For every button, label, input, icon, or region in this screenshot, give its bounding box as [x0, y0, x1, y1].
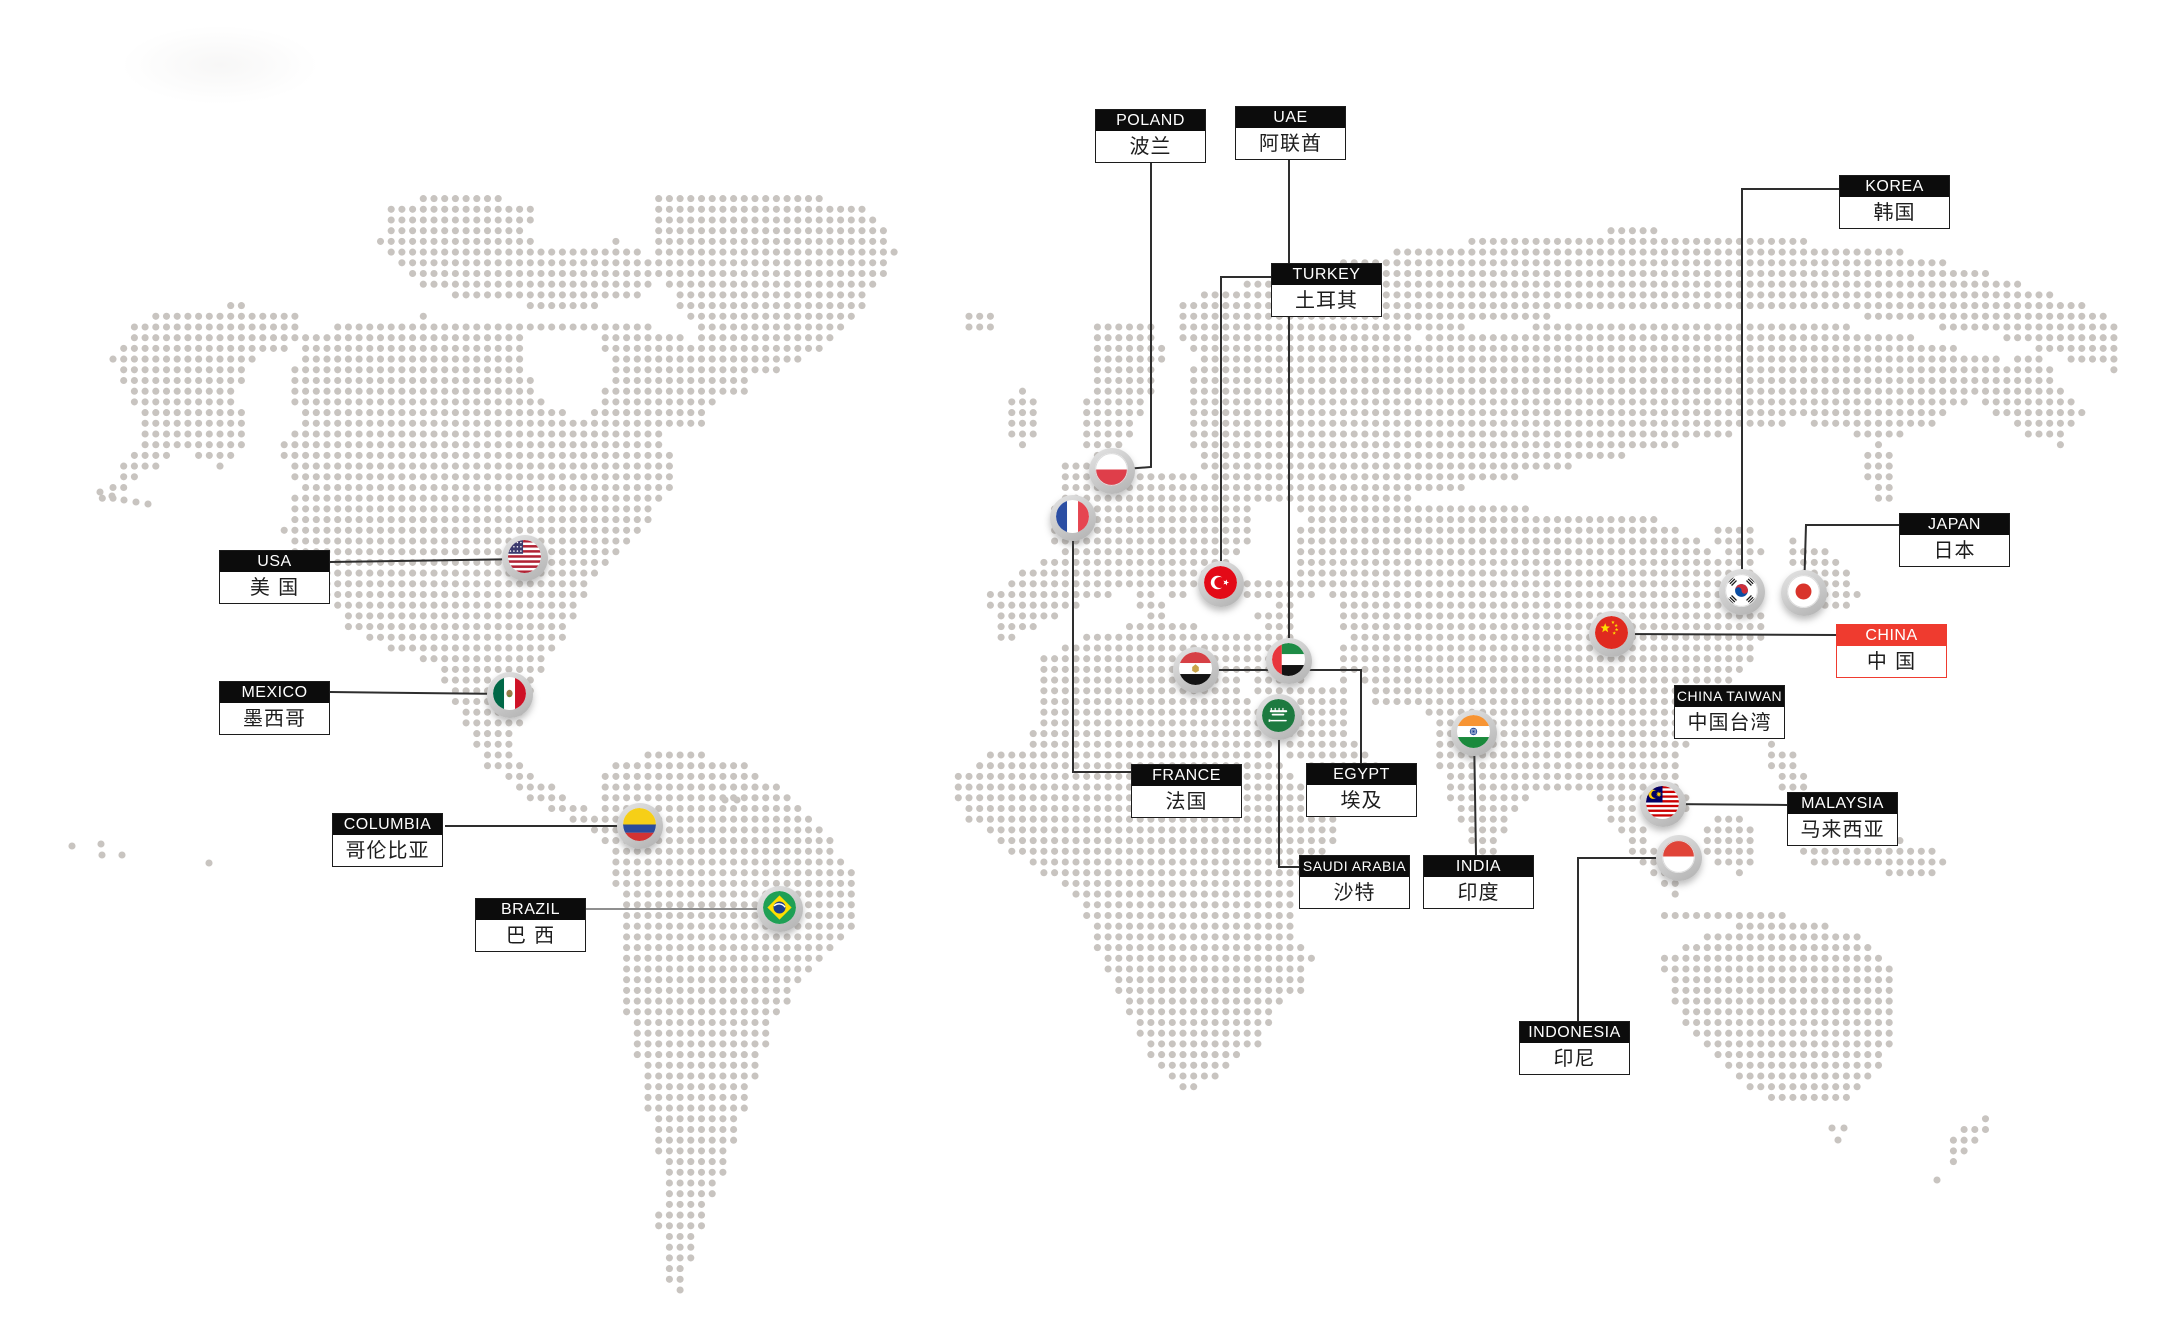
leader-line-korea: [1741, 188, 1839, 592]
flag-marker-india: [1451, 710, 1497, 756]
flag-marker-korea: [1719, 569, 1765, 615]
country-label-columbia: COLUMBIA 哥伦比亚: [332, 813, 443, 867]
leader-line-france: [1072, 518, 1131, 773]
country-name-en: JAPAN: [1900, 514, 2009, 535]
country-name-en: MEXICO: [220, 682, 329, 703]
country-name-en: MALAYSIA: [1788, 793, 1897, 814]
country-label-france: FRANCE 法国: [1131, 764, 1242, 818]
country-label-uae: UAE 阿联酋: [1235, 106, 1346, 160]
country-name-cn: 美 国: [249, 575, 300, 599]
flag-marker-japan: [1781, 570, 1827, 616]
country-name-en: TURKEY: [1272, 264, 1381, 285]
country-name-en: POLAND: [1096, 110, 1205, 131]
country-name-en: SAUDI ARABIA: [1300, 856, 1409, 877]
country-name-cn: 埃及: [1340, 788, 1383, 812]
country-label-indonesia: INDONESIA 印尼: [1519, 1021, 1630, 1075]
country-label-usa: USA 美 国: [219, 550, 330, 604]
japan-flag-icon: [1787, 575, 1820, 608]
country-label-mexico: MEXICO 墨西哥: [219, 681, 330, 735]
egypt-flag-icon: [1179, 652, 1212, 685]
country-label-saudi_arabia: SAUDI ARABIA 沙特: [1299, 855, 1410, 909]
colombia-flag-icon: [623, 808, 656, 841]
mexico-flag-icon: [493, 677, 526, 710]
leader-line-egypt: [1196, 669, 1362, 764]
usa-flag-icon: [508, 540, 541, 573]
country-name-cn: 墨西哥: [243, 706, 306, 730]
country-name-cn: 巴 西: [505, 923, 556, 947]
flag-marker-indonesia: [1656, 835, 1702, 881]
leader-line-usa: [329, 558, 526, 563]
leader-line-indonesia: [1577, 857, 1679, 1021]
country-name-en: CHINA TAIWAN: [1675, 686, 1784, 707]
country-name-cn: 土耳其: [1295, 288, 1358, 312]
uae-flag-icon: [1272, 643, 1305, 676]
country-name-cn: 韩国: [1873, 200, 1916, 224]
country-label-india: INDIA 印度: [1423, 855, 1534, 909]
country-name-cn: 波兰: [1129, 134, 1172, 158]
country-label-egypt: EGYPT 埃及: [1306, 763, 1417, 817]
map-dots: [68, 195, 2118, 1294]
country-label-malaysia: MALAYSIA 马来西亚: [1787, 792, 1898, 846]
france-flag-icon: [1056, 500, 1089, 533]
country-name-cn: 法国: [1165, 789, 1208, 813]
country-label-poland: POLAND 波兰: [1095, 109, 1206, 163]
china-flag-icon: [1595, 616, 1628, 649]
country-name-en: EGYPT: [1307, 764, 1416, 785]
country-name-cn: 印尼: [1553, 1046, 1596, 1070]
flag-marker-china: [1589, 611, 1635, 657]
country-name-en: CHINA: [1837, 625, 1946, 646]
country-label-korea: KOREA 韩国: [1839, 175, 1950, 229]
country-name-cn: 阿联酋: [1259, 131, 1322, 155]
leader-lines: [329, 160, 1899, 1021]
country-name-cn: 哥伦比亚: [345, 838, 430, 862]
flag-marker-uae: [1266, 638, 1312, 684]
leader-line-china: [1611, 633, 1837, 636]
country-label-brazil: BRAZIL 巴 西: [475, 898, 586, 952]
turkey-flag-icon: [1204, 566, 1237, 599]
flag-marker-usa: [502, 535, 548, 581]
korea-flag-icon: [1725, 574, 1758, 607]
brazil-flag-icon: [763, 891, 796, 924]
leader-line-turkey: [1220, 276, 1271, 584]
country-label-china_taiwan: CHINA TAIWAN 中国台湾: [1674, 685, 1785, 739]
country-name-en: INDONESIA: [1520, 1022, 1629, 1043]
malaysia-flag-icon: [1646, 786, 1679, 819]
country-name-en: KOREA: [1840, 176, 1949, 197]
country-name-en: BRAZIL: [476, 899, 585, 920]
country-name-en: FRANCE: [1132, 765, 1241, 786]
flag-marker-saudi_arabia: [1256, 694, 1302, 740]
country-name-cn: 中 国: [1866, 649, 1917, 673]
country-name-en: UAE: [1236, 107, 1345, 128]
country-name-cn: 日本: [1933, 538, 1976, 562]
background-smudge: [120, 25, 320, 105]
country-name-en: INDIA: [1424, 856, 1533, 877]
flag-marker-egypt: [1173, 647, 1219, 693]
country-name-cn: 中国台湾: [1687, 710, 1772, 734]
country-label-china: CHINA 中 国: [1836, 624, 1947, 678]
country-name-en: USA: [220, 551, 329, 572]
country-label-japan: JAPAN 日本: [1899, 513, 2010, 567]
flag-marker-columbia: [617, 803, 663, 849]
leader-line-mexico: [329, 691, 511, 695]
country-label-turkey: TURKEY 土耳其: [1271, 263, 1382, 317]
leader-line-saudi_arabia: [1278, 717, 1299, 868]
country-name-cn: 马来西亚: [1800, 817, 1885, 841]
india-flag-icon: [1457, 715, 1490, 748]
saudi-flag-icon: [1262, 699, 1295, 732]
flag-marker-brazil: [757, 886, 803, 932]
flag-marker-turkey: [1198, 561, 1244, 607]
flag-marker-mexico: [487, 672, 533, 718]
country-name-en: COLUMBIA: [333, 814, 442, 835]
flag-marker-poland: [1089, 448, 1135, 494]
country-name-cn: 沙特: [1333, 880, 1376, 904]
country-name-cn: 印度: [1457, 880, 1500, 904]
indonesia-flag-icon: [1662, 840, 1695, 873]
flag-marker-malaysia: [1640, 781, 1686, 827]
poland-flag-icon: [1095, 453, 1128, 486]
flag-marker-france: [1050, 495, 1096, 541]
